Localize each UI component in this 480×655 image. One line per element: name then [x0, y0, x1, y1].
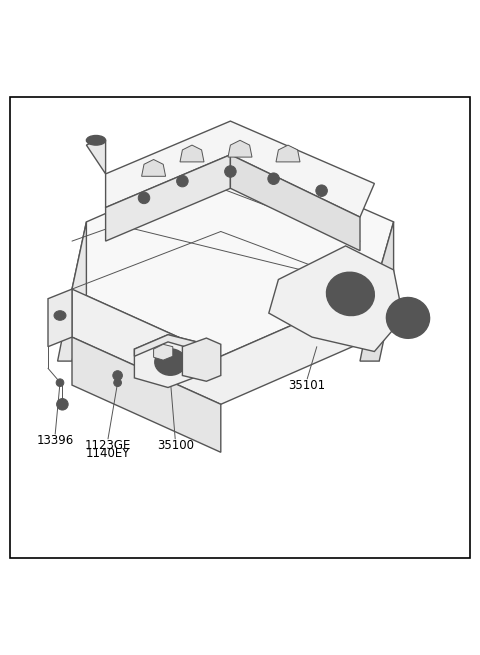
Ellipse shape	[159, 353, 181, 371]
Text: 35100: 35100	[156, 439, 194, 451]
Circle shape	[177, 176, 188, 187]
Polygon shape	[360, 222, 394, 361]
Circle shape	[268, 173, 279, 185]
Circle shape	[113, 371, 122, 381]
Circle shape	[56, 379, 64, 386]
Text: 1140EY: 1140EY	[86, 447, 130, 460]
Circle shape	[271, 176, 276, 181]
Polygon shape	[182, 338, 221, 381]
Polygon shape	[48, 289, 72, 346]
Circle shape	[114, 379, 121, 386]
Polygon shape	[106, 121, 374, 217]
Polygon shape	[154, 345, 173, 360]
Polygon shape	[106, 155, 230, 241]
Ellipse shape	[155, 349, 186, 375]
Circle shape	[282, 149, 294, 160]
Polygon shape	[134, 335, 206, 388]
Polygon shape	[72, 155, 394, 356]
Ellipse shape	[54, 310, 66, 320]
Circle shape	[225, 166, 236, 178]
Circle shape	[316, 185, 327, 196]
Polygon shape	[72, 337, 221, 453]
Circle shape	[148, 163, 159, 175]
Circle shape	[228, 168, 233, 174]
Ellipse shape	[334, 278, 367, 310]
Polygon shape	[142, 160, 166, 176]
Polygon shape	[228, 140, 252, 157]
Circle shape	[57, 398, 68, 410]
Circle shape	[180, 178, 185, 184]
Circle shape	[319, 188, 324, 194]
Ellipse shape	[86, 136, 106, 145]
Polygon shape	[269, 246, 403, 352]
Circle shape	[234, 144, 246, 156]
Polygon shape	[134, 335, 206, 356]
Text: 35101: 35101	[288, 379, 326, 392]
Text: 13396: 13396	[36, 434, 74, 447]
Polygon shape	[276, 145, 300, 162]
Circle shape	[186, 149, 198, 160]
Ellipse shape	[393, 303, 423, 332]
Circle shape	[138, 192, 150, 204]
Polygon shape	[230, 155, 360, 251]
Polygon shape	[86, 140, 106, 174]
Polygon shape	[58, 222, 86, 361]
Ellipse shape	[326, 272, 374, 316]
Circle shape	[141, 195, 147, 201]
Polygon shape	[180, 145, 204, 162]
Polygon shape	[72, 289, 374, 404]
Text: 1123GE: 1123GE	[85, 439, 131, 451]
FancyBboxPatch shape	[10, 97, 470, 558]
Ellipse shape	[386, 297, 430, 339]
